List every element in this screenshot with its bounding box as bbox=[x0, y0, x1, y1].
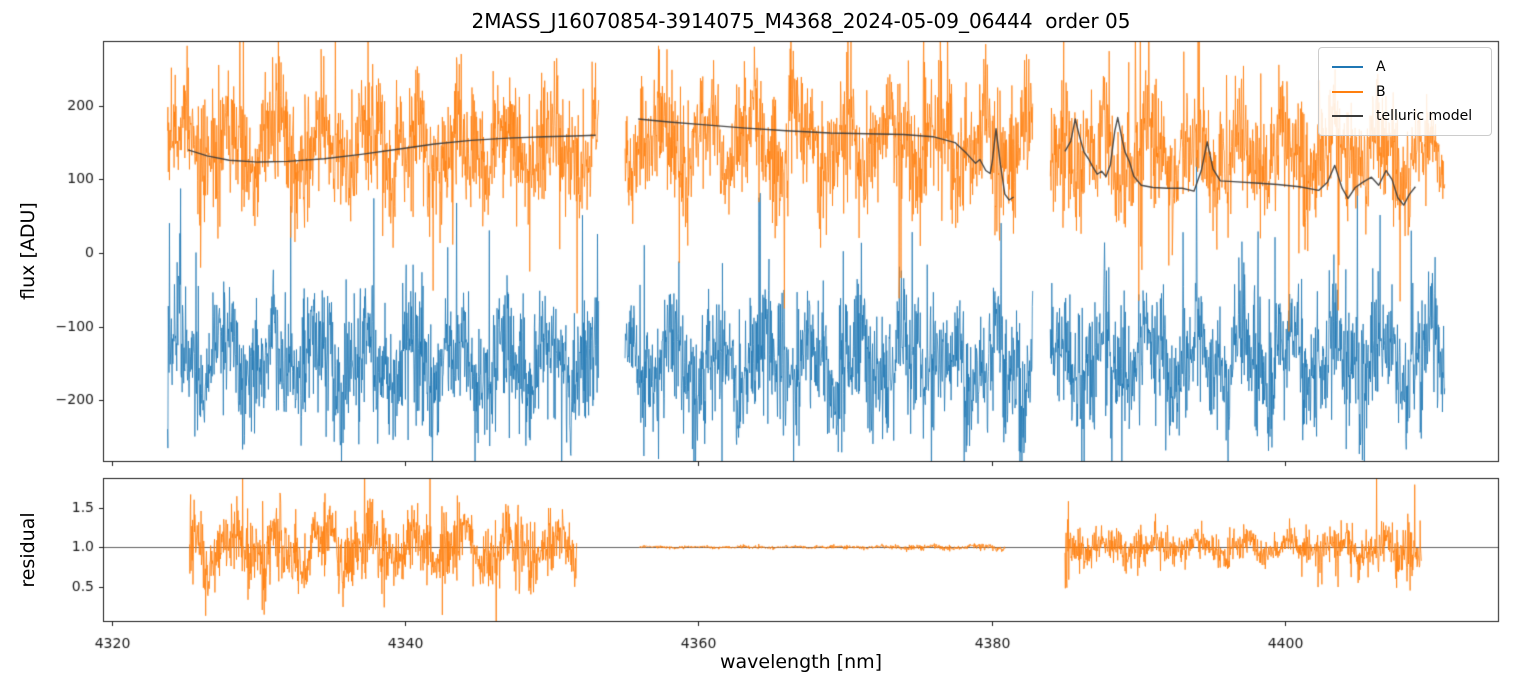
legend-line-swatch bbox=[1332, 66, 1363, 68]
legend-label: A bbox=[1376, 59, 1386, 75]
wavelength-axis-label: wavelength [nm] bbox=[719, 651, 883, 673]
legend-line-swatch bbox=[1332, 90, 1363, 93]
legend-line-swatch bbox=[1332, 115, 1363, 117]
legend-label: B bbox=[1376, 83, 1386, 100]
legend-entry: A bbox=[1332, 55, 1481, 79]
legend-label: telluric model bbox=[1376, 108, 1473, 124]
legend-entry: B bbox=[1332, 80, 1481, 104]
plot-title: 2MASS_J16070854-3914075_M4368_2024-05-09… bbox=[471, 9, 1131, 33]
flux-axis-label: flux [ADU] bbox=[17, 202, 39, 300]
residual-axis-label: residual bbox=[17, 512, 39, 588]
legend-entry: telluric model bbox=[1332, 104, 1481, 128]
